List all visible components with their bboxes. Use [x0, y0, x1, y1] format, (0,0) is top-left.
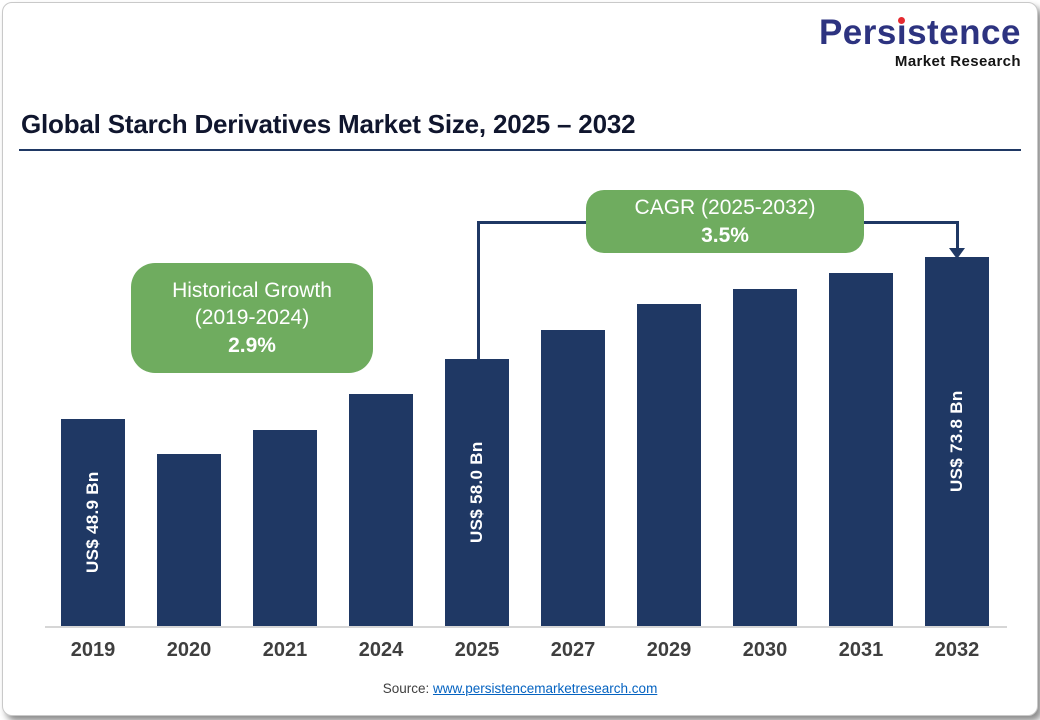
- historical-growth-value: 2.9%: [228, 333, 276, 357]
- x-tick-2029: 2029: [646, 639, 692, 661]
- cagr-line1: CAGR (2025-2032): [634, 196, 816, 220]
- bar-2024: [349, 394, 413, 626]
- source-row: Source: www.persistencemarketresearch.co…: [3, 681, 1037, 696]
- bar-2021: [253, 430, 317, 626]
- x-tick-2024: 2024: [358, 639, 404, 661]
- bar-2020: [157, 454, 221, 626]
- x-tick-2027: 2027: [550, 639, 596, 661]
- brand-logo: Persı stence Market Research: [818, 13, 1021, 70]
- bar-2031: [829, 273, 893, 626]
- x-tick-2031: 2031: [838, 639, 884, 661]
- x-axis-line: [45, 626, 1007, 628]
- bar-2032: US$ 73.8 Bn: [925, 257, 989, 626]
- cagr-connector-right-horizontal: [863, 221, 959, 224]
- x-tick-2025: 2025: [454, 639, 500, 661]
- bar-2030: [733, 289, 797, 626]
- cagr-value: 3.5%: [701, 223, 749, 247]
- brand-i-letter: ı: [896, 13, 908, 52]
- x-tick-2032: 2032: [934, 639, 980, 661]
- arrow-down-icon: [949, 248, 965, 259]
- x-tick-2020: 2020: [166, 639, 212, 661]
- cagr-connector-left-vertical: [477, 221, 480, 361]
- historical-growth-callout: Historical Growth (2019-2024) 2.9%: [131, 263, 373, 373]
- x-tick-2019: 2019: [70, 639, 116, 661]
- brand-i-glyph: ı: [896, 13, 908, 52]
- bar-2027: [541, 330, 605, 626]
- brand-name: Persı stence: [818, 13, 1021, 52]
- market-size-chart: US$ 48.9 Bn US$ 58.0 Bn US$ 73.8 Bn: [61, 251, 989, 626]
- page-title: Global Starch Derivatives Market Size, 2…: [21, 109, 636, 139]
- bar-2025: US$ 58.0 Bn: [445, 359, 509, 626]
- x-axis-labels: 2019 2020 2021 2024 2025 2027 2029 2030 2031 2032: [61, 639, 989, 662]
- bar-2019: US$ 48.9 Bn: [61, 419, 125, 626]
- bar-2029: [637, 304, 701, 626]
- source-label: Source:: [382, 681, 430, 696]
- bar-value-label-2025: US$ 58.0 Bn: [467, 441, 486, 544]
- cagr-connector-left-horizontal: [477, 221, 589, 224]
- brand-tagline: Market Research: [894, 52, 1021, 70]
- brand-red-dot-icon: [898, 17, 906, 24]
- bar-value-label-2019: US$ 48.9 Bn: [83, 471, 102, 574]
- cagr-callout: CAGR (2025-2032) 3.5%: [586, 190, 864, 253]
- x-tick-2030: 2030: [742, 639, 788, 661]
- x-tick-2021: 2021: [262, 639, 308, 661]
- cagr-connector-right-vertical: [956, 221, 959, 249]
- brand-name-part: Pers: [818, 13, 897, 52]
- historical-growth-line2: (2019-2024): [194, 306, 310, 330]
- title-underline: [19, 149, 1021, 151]
- source-link[interactable]: www.persistencemarketresearch.com: [432, 681, 658, 696]
- bar-value-label-2032: US$ 73.8 Bn: [947, 390, 966, 493]
- historical-growth-line1: Historical Growth: [172, 279, 332, 303]
- brand-name-part: stence: [907, 13, 1021, 52]
